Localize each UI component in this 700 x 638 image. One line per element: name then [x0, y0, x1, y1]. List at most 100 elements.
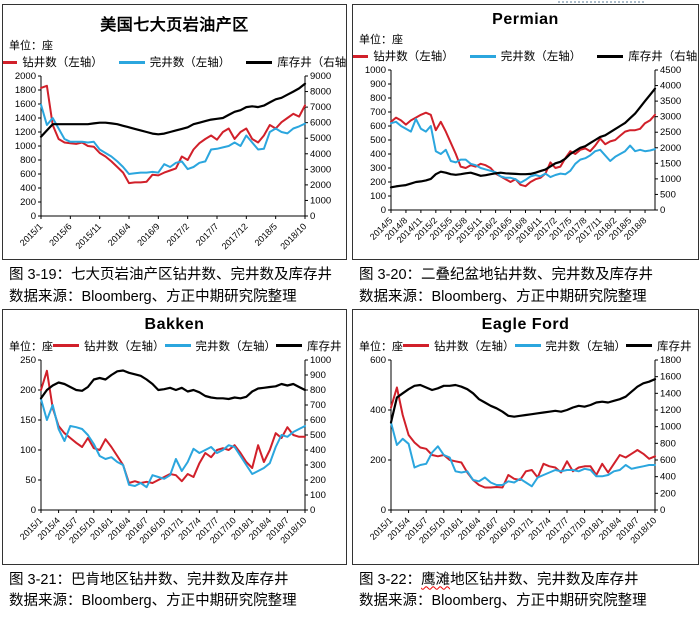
- svg-text:0: 0: [310, 211, 315, 222]
- svg-text:1000: 1000: [310, 355, 331, 366]
- svg-text:600: 600: [20, 169, 36, 180]
- chart-panel-shale-regions: 美国七大页岩油产区 单位：座 钻井数（左轴） 完井数（左轴） 库存井（右轴） 0…: [2, 4, 347, 260]
- figure-caption: 图 3-21：巴肯地区钻井数、完井数及库存井 数据来源：Bloomberg、方正…: [2, 565, 347, 614]
- legend-line-black-icon: [246, 60, 273, 64]
- figure-caption: 图 3-20：二叠纪盆地钻井数、完井数及库存井 数据来源：Bloomberg、方…: [352, 260, 699, 309]
- svg-text:2000: 2000: [15, 71, 36, 82]
- svg-text:2016/9: 2016/9: [135, 221, 162, 248]
- svg-text:1000: 1000: [365, 65, 386, 76]
- legend-item-completion: 完井数（左轴）: [118, 54, 231, 70]
- svg-text:800: 800: [310, 385, 326, 396]
- cell-bakken: Bakken 单位：座 钻井数（左轴） 完井数（左轴） 库存井（右轴） 0 50 1…: [2, 308, 347, 614]
- svg-text:2017/12: 2017/12: [220, 221, 250, 251]
- svg-text:150: 150: [20, 415, 36, 426]
- svg-text:2016/4: 2016/4: [106, 221, 133, 248]
- svg-text:800: 800: [660, 438, 676, 449]
- svg-text:200: 200: [660, 488, 676, 499]
- unit-label: 单位：座: [359, 34, 403, 46]
- caption-source: 数据来源：Bloomberg、方正中期研究院整理: [359, 593, 647, 610]
- svg-text:2015/11: 2015/11: [73, 221, 103, 251]
- caption-fig-number: 图 3-22：: [359, 571, 422, 588]
- legend-line-red-icon: [403, 344, 429, 347]
- chart-title: 美国七大页岩油产区: [100, 17, 249, 34]
- chart-meta: 单位：座 钻井数（左轴） 完井数（左轴） 库存井（右轴）: [353, 31, 698, 64]
- svg-text:500: 500: [310, 430, 326, 441]
- unit-label: 单位：座: [9, 40, 53, 52]
- svg-text:5000: 5000: [310, 133, 331, 144]
- svg-text:1800: 1800: [660, 355, 681, 366]
- svg-text:200: 200: [370, 177, 386, 188]
- legend-label: 库存井（右轴）: [657, 340, 698, 353]
- legend-label: 库存井（右轴）: [628, 51, 698, 63]
- svg-text:800: 800: [20, 155, 36, 166]
- svg-text:4000: 4000: [310, 149, 331, 160]
- cell-shale-regions: 美国七大页岩油产区 单位：座 钻井数（左轴） 完井数（左轴） 库存井（右轴） 0…: [2, 4, 347, 309]
- line-chart-permian: 0 100 200 300 400 500 600 700 800 900 1000 0 500 1000…: [365, 65, 681, 245]
- svg-text:400: 400: [370, 149, 386, 160]
- svg-text:400: 400: [660, 471, 676, 482]
- caption-title: 图 3-21：巴肯地区钻井数、完井数及库存井: [9, 571, 289, 588]
- svg-text:400: 400: [310, 445, 326, 456]
- chart-meta: 单位：座 钻井数（左轴） 完井数（左轴） 库存井（右轴）: [3, 37, 346, 70]
- svg-text:1600: 1600: [660, 371, 681, 382]
- svg-text:200: 200: [20, 197, 36, 208]
- chart-legend: 钻井数（左轴） 完井数（左轴） 库存井（右轴）: [403, 338, 698, 354]
- chart-meta: 单位：座 钻井数（左轴） 完井数（左轴） 库存井（右轴）: [3, 338, 346, 354]
- caption-title: 图 3-20：二叠纪盆地钻井数、完井数及库存井: [359, 267, 654, 283]
- figure-caption: 图 3-22：鹰滩地区钻井数、完井数及库存井 数据来源：Bloomberg、方正…: [352, 565, 699, 614]
- svg-text:4000: 4000: [660, 81, 681, 92]
- svg-text:6000: 6000: [310, 118, 331, 129]
- svg-text:700: 700: [370, 107, 386, 118]
- cell-eagle-ford: Eagle Ford 单位：座 钻井数（左轴） 完井数（左轴） 库存井（右轴） …: [352, 308, 699, 614]
- legend-item-inventory: 库存井（右轴）: [597, 48, 698, 64]
- chart-panel-bakken: Bakken 单位：座 钻井数（左轴） 完井数（左轴） 库存井（右轴） 0 50 1…: [2, 308, 347, 565]
- chart-meta: 单位：座 钻井数（左轴） 完井数（左轴） 库存井（右轴）: [353, 338, 698, 354]
- legend-item-inventory: 库存井（右轴）: [626, 338, 698, 354]
- line-chart-shale-regions: 0 200 400 600 800 1000 1200 1400 1600 1800 2000 0 10…: [15, 71, 331, 251]
- svg-text:4500: 4500: [660, 65, 681, 76]
- svg-text:400: 400: [20, 183, 36, 194]
- chart-legend: 钻井数（左轴） 完井数（左轴） 库存井（右轴）: [53, 338, 346, 354]
- legend-line-black-icon: [597, 54, 624, 58]
- svg-text:1200: 1200: [15, 127, 36, 138]
- svg-text:1000: 1000: [660, 421, 681, 432]
- chart-panel-permian: Permian 单位：座 钻井数（左轴） 完井数（左轴） 库存井（右轴） 0 10…: [352, 4, 699, 260]
- svg-text:600: 600: [370, 355, 386, 366]
- svg-text:2017/2: 2017/2: [165, 221, 192, 248]
- svg-text:2018/5: 2018/5: [253, 221, 280, 248]
- svg-text:600: 600: [660, 455, 676, 466]
- svg-text:3000: 3000: [310, 164, 331, 175]
- legend-line-black-icon: [276, 344, 302, 347]
- svg-text:200: 200: [370, 455, 386, 466]
- svg-text:2015/1: 2015/1: [18, 221, 45, 248]
- legend-line-blue-icon: [164, 344, 191, 347]
- svg-text:700: 700: [310, 400, 326, 411]
- legend-label: 钻井数（左轴）: [373, 51, 454, 63]
- selection-dotted-line: [558, 1, 644, 3]
- legend-label: 完井数（左轴）: [500, 51, 582, 63]
- legend-label: 完井数（左轴）: [149, 57, 231, 69]
- legend-label: 库存井（右轴）: [307, 340, 346, 353]
- legend-item-completion: 完井数（左轴）: [469, 48, 582, 64]
- svg-text:100: 100: [370, 191, 386, 202]
- charts-grid: 美国七大页岩油产区 单位：座 钻井数（左轴） 完井数（左轴） 库存井（右轴） 0…: [2, 4, 699, 614]
- legend-line-red-icon: [53, 344, 79, 347]
- svg-text:100: 100: [310, 490, 326, 501]
- chart-panel-eagle-ford: Eagle Ford 单位：座 钻井数（左轴） 完井数（左轴） 库存井（右轴） …: [352, 308, 699, 565]
- caption-source: 数据来源：Bloomberg、方正中期研究院整理: [359, 288, 647, 305]
- svg-text:900: 900: [370, 79, 386, 90]
- legend-item-completion: 完井数（左轴）: [164, 338, 276, 354]
- legend-label: 库存井（右轴）: [277, 57, 347, 69]
- caption-rest: 地区钻井数、完井数及库存井: [450, 571, 639, 588]
- legend-item-drilling: 钻井数（左轴）: [53, 338, 165, 354]
- svg-text:0: 0: [310, 505, 315, 516]
- svg-text:200: 200: [310, 475, 326, 486]
- legend-line-black-icon: [626, 344, 652, 347]
- legend-item-inventory: 库存井（右轴）: [246, 54, 347, 70]
- svg-text:0: 0: [660, 505, 665, 516]
- cell-permian: Permian 单位：座 钻井数（左轴） 完井数（左轴） 库存井（右轴） 0 10…: [352, 4, 699, 309]
- svg-text:250: 250: [20, 355, 36, 366]
- legend-item-drilling: 钻井数（左轴）: [403, 338, 515, 354]
- svg-text:1000: 1000: [660, 174, 681, 185]
- legend-label: 钻井数（左轴）: [84, 340, 165, 353]
